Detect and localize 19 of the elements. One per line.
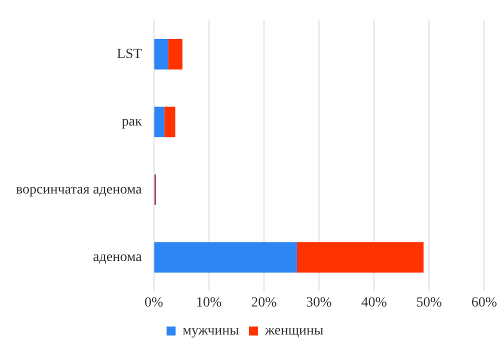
bar	[168, 39, 182, 70]
bar	[296, 242, 424, 273]
bar	[154, 242, 297, 273]
bar	[154, 39, 168, 70]
y-tick-label: ворсинчатая аденома	[16, 182, 143, 198]
x-tick-label: 30%	[306, 295, 332, 310]
x-tick-label: 0%	[144, 295, 164, 310]
x-tick-label: 10%	[196, 295, 222, 310]
legend-label: мужчины	[182, 324, 240, 339]
x-tick-label: 20%	[251, 295, 278, 310]
bar	[154, 106, 164, 138]
x-tick-label: 50%	[416, 295, 442, 310]
y-tick-label: LST	[116, 46, 142, 62]
y-tick-label: рак	[122, 114, 142, 130]
x-tick-label: 40%	[361, 295, 388, 310]
legend-label: женщины	[264, 324, 324, 339]
x-tick-label: 60%	[471, 295, 498, 310]
y-tick-label: аденома	[93, 250, 143, 266]
bar	[164, 106, 176, 138]
